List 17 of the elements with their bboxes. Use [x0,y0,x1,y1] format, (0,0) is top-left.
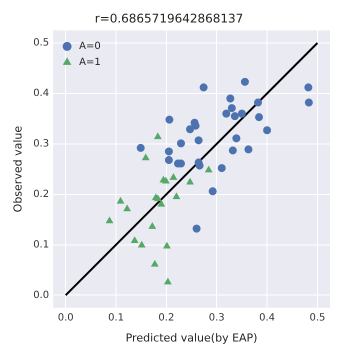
x-tick-label: 0.4 [259,312,276,324]
y-tick-label: 0.2 [33,188,50,200]
x-tick-label: 0.5 [309,312,326,324]
x-tick-label: 0.0 [58,312,74,324]
y-tick-label: 0.4 [33,88,50,100]
y-axis-title: Observed value [11,126,24,212]
legend-label: A=1 [79,56,101,68]
x-axis-title: Predicted value(by EAP) [126,331,258,344]
y-tick-label: 0.3 [33,138,50,150]
legend-label: A=0 [79,40,101,52]
x-tick-label: 0.3 [208,312,225,324]
y-tick-label: 0.0 [33,290,50,301]
chart-title: r=0.6865719642868137 [94,11,244,26]
x-tick-label: 0.2 [158,312,174,324]
y-tick-label: 0.1 [33,239,50,250]
y-tick-label: 0.5 [33,38,50,49]
x-tick-label: 0.1 [108,312,124,324]
